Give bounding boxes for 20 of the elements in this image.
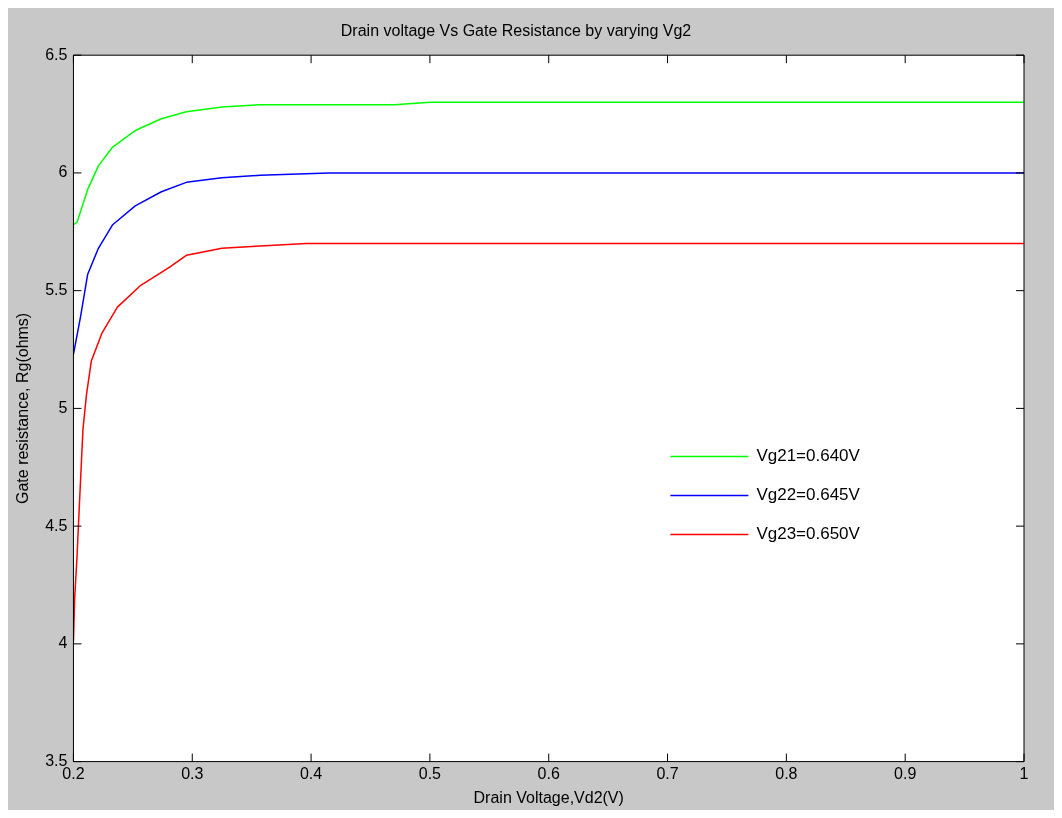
- x-tick-label: 0.6: [537, 764, 560, 782]
- x-tick-label: 0.3: [181, 764, 204, 782]
- x-tick-label: 0.7: [656, 764, 679, 782]
- x-tick-label: 0.4: [299, 764, 323, 782]
- x-tick-label: 0.8: [775, 764, 798, 782]
- x-axis-title: Drain Voltage,Vd2(V): [473, 788, 624, 806]
- legend-label: Vg22=0.645V: [756, 485, 861, 505]
- x-tick-label: 0.5: [418, 764, 442, 782]
- y-tick-label: 4.5: [45, 516, 68, 534]
- y-tick-label: 6: [58, 163, 68, 181]
- y-axis-title: Gate resistance, Rg(ohms): [14, 312, 32, 504]
- y-tick-label: 5: [58, 398, 68, 416]
- y-tick-label: 6.5: [45, 45, 68, 63]
- legend-label: Vg21=0.640V: [756, 446, 861, 466]
- y-tick-label: 5.5: [45, 281, 68, 299]
- legend-label: Vg23=0.650V: [756, 524, 861, 544]
- y-tick-label: 4: [58, 634, 68, 652]
- chart-title: Drain voltage Vs Gate Resistance by varying Vg2: [340, 22, 692, 40]
- x-tick-label: 0.9: [894, 764, 917, 782]
- x-tick-label: 1: [1019, 764, 1029, 782]
